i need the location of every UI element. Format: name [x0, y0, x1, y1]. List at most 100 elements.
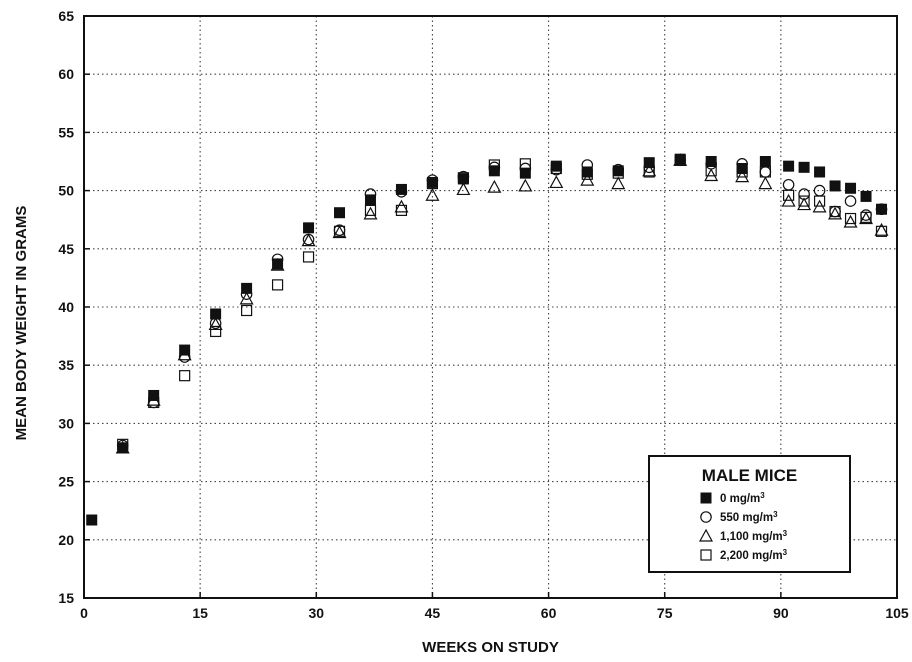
series-filled-square	[86, 153, 888, 526]
y-tick-label: 65	[58, 8, 74, 24]
y-tick-label: 25	[58, 474, 74, 490]
legend-entries: 0 mg/m3 550 mg/m3 1,100 mg/m3 2,200 mg/m3	[698, 491, 788, 562]
data-point	[581, 166, 593, 178]
data-point	[829, 180, 841, 192]
legend-entry: 2,200 mg/m3	[700, 548, 788, 562]
y-tick-label: 60	[58, 66, 74, 82]
data-point	[859, 211, 874, 225]
data-point	[612, 165, 624, 177]
legend-marker	[700, 511, 712, 523]
data-point	[148, 389, 160, 401]
y-tick-label: 35	[58, 357, 74, 373]
data-point	[580, 172, 595, 186]
data-point	[488, 165, 500, 177]
data-point	[843, 214, 858, 228]
data-point	[457, 173, 469, 185]
data-point	[272, 258, 284, 270]
series-open-circle	[116, 154, 888, 452]
y-axis-title: MEAN BODY WEIGHT IN GRAMS	[13, 206, 30, 441]
data-point	[363, 206, 378, 220]
legend-entry: 550 mg/m3	[700, 510, 778, 524]
data-point	[736, 162, 748, 174]
x-tick-label: 60	[541, 605, 557, 621]
data-point	[798, 188, 810, 200]
legend: MALE MICE 0 mg/m3 550 mg/m3 1,100 mg/m3 2,2…	[648, 455, 851, 573]
legend-label-sup: 3	[783, 548, 788, 557]
x-tick-label: 15	[192, 605, 208, 621]
data-point	[239, 291, 254, 305]
data-point	[844, 195, 857, 207]
legend-label-sup: 3	[773, 510, 778, 519]
data-point	[829, 205, 841, 218]
y-tick-labels: 15 20 25 30 35 40 45 50 55 60 65	[58, 8, 74, 606]
data-point	[845, 182, 857, 194]
data-point	[782, 178, 795, 191]
x-tick-label: 90	[773, 605, 789, 621]
x-tick-label: 105	[885, 605, 909, 621]
data-point	[735, 169, 750, 183]
data-point	[860, 211, 872, 223]
legend-title: MALE MICE	[702, 466, 797, 485]
axis-ticks	[83, 15, 898, 599]
x-tick-label: 45	[425, 605, 441, 621]
data-point	[758, 176, 773, 190]
data-point	[828, 206, 843, 220]
data-point	[179, 370, 191, 382]
data-point	[876, 203, 888, 215]
data-point	[302, 251, 315, 263]
grid-lines	[84, 16, 897, 598]
legend-label-sup: 3	[760, 491, 765, 500]
legend-label-sup: 3	[783, 529, 788, 538]
legend-marker	[698, 528, 714, 542]
data-point	[395, 183, 407, 195]
data-point	[208, 317, 223, 331]
x-tick-label: 30	[308, 605, 324, 621]
data-point	[783, 160, 795, 172]
legend-marker	[700, 549, 712, 561]
series-open-triangle	[115, 153, 889, 454]
data-point	[550, 160, 562, 172]
data-point	[456, 182, 471, 196]
data-point	[549, 175, 564, 189]
data-point	[303, 222, 315, 234]
data-points	[86, 153, 889, 526]
data-point	[642, 163, 657, 177]
y-tick-label: 40	[58, 299, 74, 315]
data-point	[394, 199, 409, 213]
data-point	[241, 304, 253, 317]
data-point	[241, 282, 253, 294]
data-point	[425, 188, 440, 201]
data-point	[860, 190, 872, 202]
data-point	[519, 167, 531, 179]
y-tick-label: 20	[58, 532, 74, 548]
data-point	[704, 168, 719, 182]
data-point	[117, 442, 129, 454]
x-tick-label: 75	[657, 605, 673, 621]
data-point	[210, 308, 222, 320]
data-point	[797, 197, 812, 211]
data-point	[426, 176, 438, 188]
legend-entry: 0 mg/m3	[700, 491, 765, 505]
legend-entry: 1,100 mg/m3	[698, 528, 788, 543]
data-point	[798, 195, 810, 207]
x-axis-title: WEEKS ON STUDY	[422, 639, 559, 656]
data-point	[518, 178, 533, 192]
data-point	[813, 184, 826, 197]
x-tick-labels: 0 15 30 45 60 75 90 105	[80, 605, 909, 621]
data-point	[271, 279, 284, 291]
y-tick-label: 30	[58, 415, 74, 431]
y-tick-label: 55	[58, 124, 74, 140]
data-point	[643, 157, 655, 169]
y-tick-label: 15	[58, 590, 74, 606]
legend-label: 550 mg/m3	[720, 510, 778, 524]
x-tick-label: 0	[80, 605, 88, 621]
y-tick-label: 45	[58, 241, 74, 257]
legend-marker	[700, 492, 712, 504]
data-point	[301, 233, 316, 247]
data-point	[333, 224, 346, 236]
legend-label: 0 mg/m3	[720, 491, 765, 505]
y-tick-label: 50	[58, 183, 74, 199]
legend-label: 2,200 mg/m3	[720, 548, 788, 562]
data-point	[798, 161, 810, 173]
